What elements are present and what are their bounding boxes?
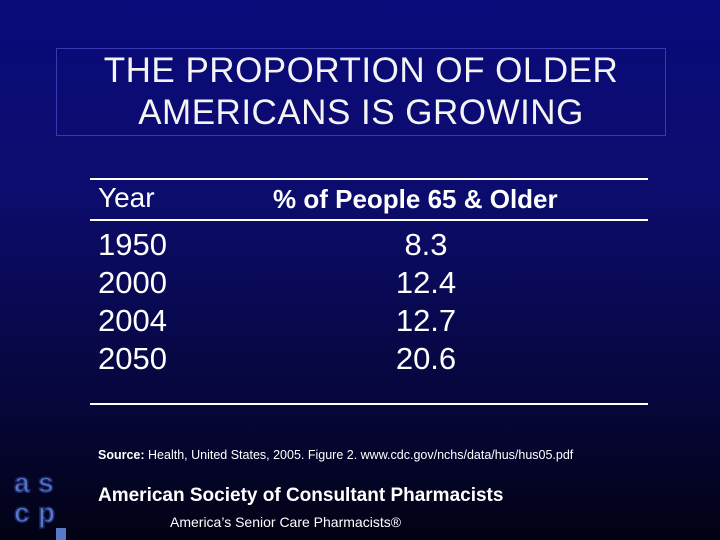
table-cell-year: 2050 xyxy=(98,341,167,376)
ascp-logo-icon: a s c p xyxy=(13,466,66,540)
table-cell-percent: 12.4 xyxy=(395,265,457,300)
table-cell-year: 1950 xyxy=(98,227,167,262)
organization-name: American Society of Consultant Pharmacis… xyxy=(98,485,504,506)
svg-text:s: s xyxy=(38,467,54,498)
source-citation: Source: Health, United States, 2005. Fig… xyxy=(98,448,573,462)
source-text: Health, United States, 2005. Figure 2. w… xyxy=(148,448,574,462)
table-bottom-rule xyxy=(90,403,648,405)
header-rule xyxy=(90,219,648,221)
svg-text:p: p xyxy=(38,497,55,528)
year-column-header: Year xyxy=(98,182,155,213)
table-top-rule xyxy=(90,178,648,180)
year-column: 1950 2000 2004 2050 xyxy=(98,226,218,378)
svg-text:a: a xyxy=(14,467,30,498)
table-cell-percent: 20.6 xyxy=(395,341,457,376)
table-cell-year: 2000 xyxy=(98,265,167,300)
table-cell-percent: 12.7 xyxy=(395,303,457,338)
source-label: Source: xyxy=(98,448,145,462)
percent-column-header: % of People 65 & Older xyxy=(273,184,558,214)
title-box: THE PROPORTION OF OLDER AMERICANS IS GRO… xyxy=(56,48,666,136)
svg-text:c: c xyxy=(14,497,30,528)
percent-column: 8.3 12.4 12.7 20.6 xyxy=(360,226,492,378)
slide-title-line-2: AMERICANS IS GROWING xyxy=(138,93,584,132)
slide-title-line-1: THE PROPORTION OF OLDER xyxy=(103,51,619,90)
organization-tagline: America’s Senior Care Pharmacists® xyxy=(170,514,402,530)
table-cell-percent: 8.3 xyxy=(404,227,448,262)
table-cell-year: 2004 xyxy=(98,303,167,338)
